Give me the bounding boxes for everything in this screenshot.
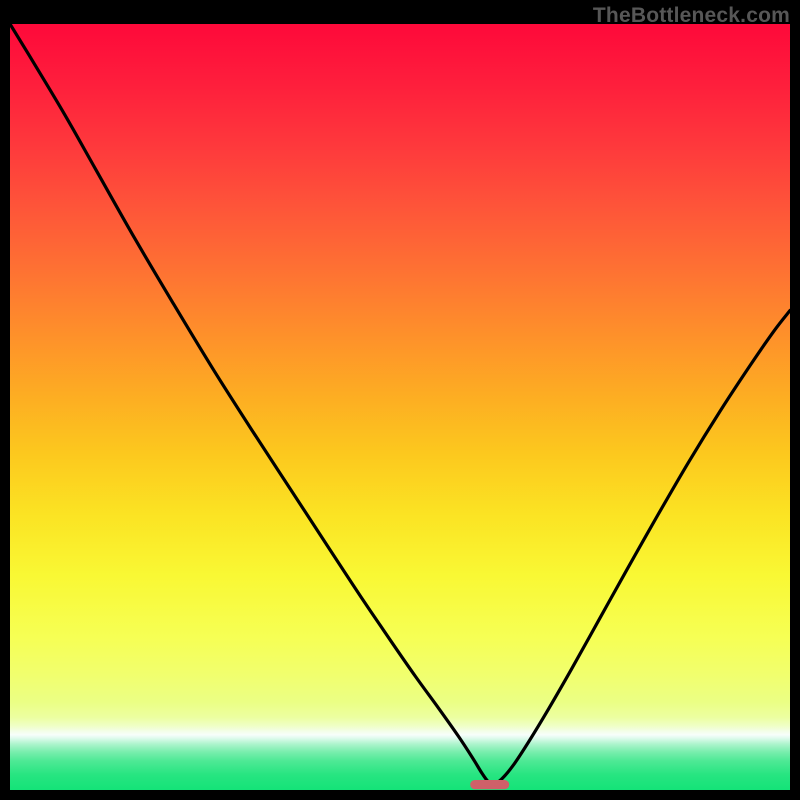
chart-svg [0, 0, 800, 800]
watermark-text: TheBottleneck.com [593, 4, 790, 28]
chart-stage: TheBottleneck.com [0, 0, 800, 800]
plot-background [10, 24, 790, 790]
optimal-marker [470, 780, 509, 789]
